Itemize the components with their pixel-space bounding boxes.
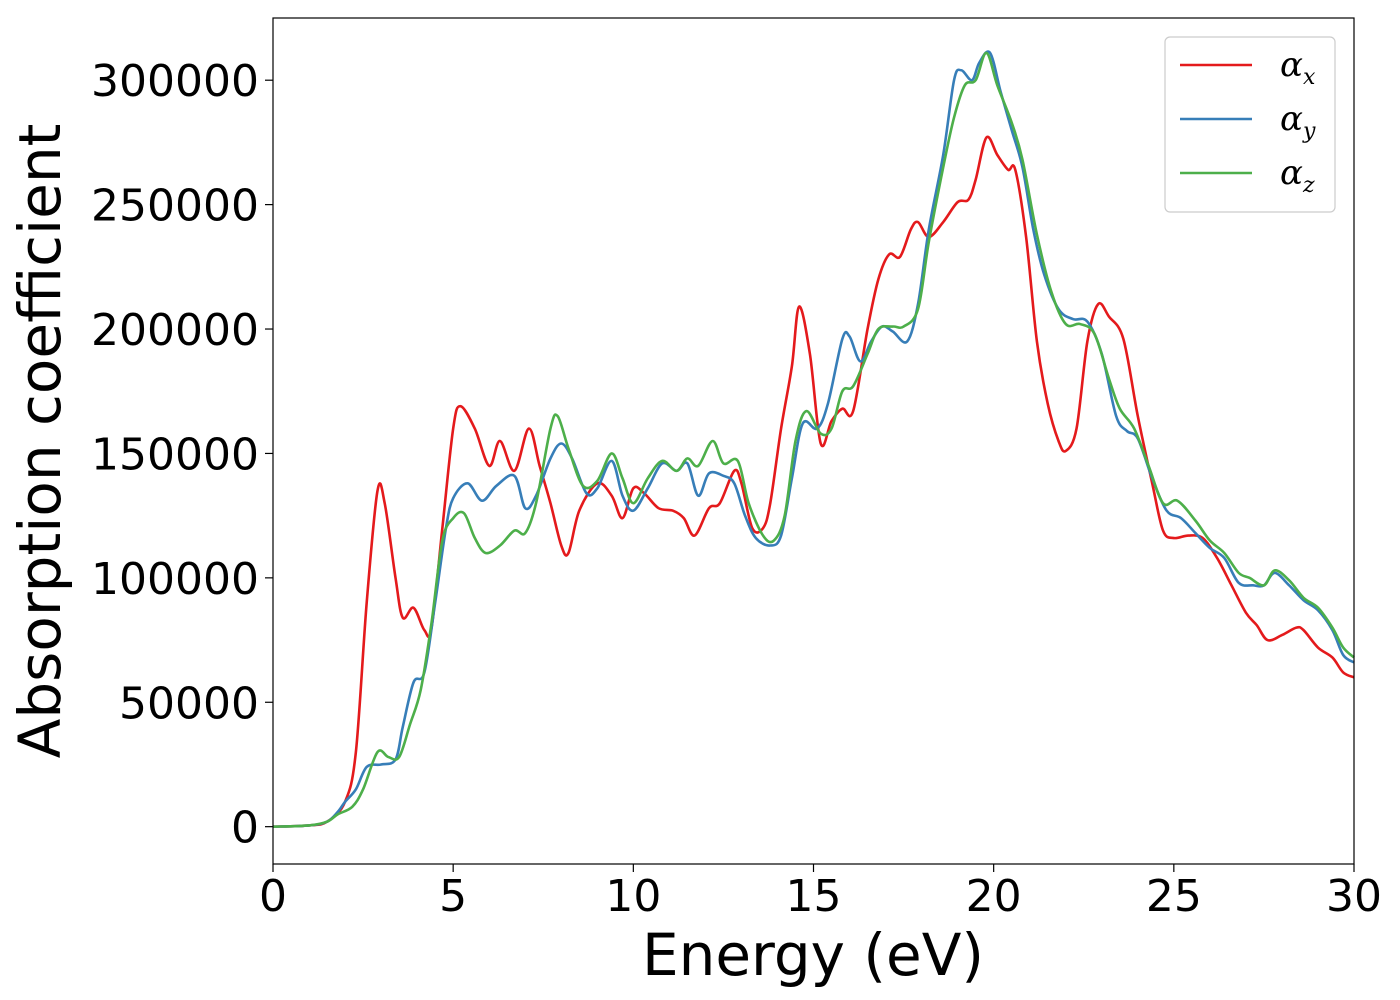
legend-label-y: αy (1280, 99, 1316, 144)
series-line-z (272, 51, 1355, 828)
x-ticks: 0 5 10 15 20 25 30 (259, 864, 1382, 922)
x-tick-label: 30 (1326, 871, 1382, 922)
legend: αx αy αz (1164, 36, 1336, 213)
series-layer (272, 50, 1355, 828)
y-ticks: 0 50000 100000 150000 200000 250000 300000 (91, 56, 273, 854)
x-tick-label: 15 (786, 871, 842, 922)
y-tick-label: 0 (231, 803, 259, 854)
x-tick-label: 10 (605, 871, 661, 922)
x-tick-label: 25 (1146, 871, 1202, 922)
y-axis-title: Absorption coefficient (6, 124, 74, 759)
x-axis-title: Energy (eV) (642, 921, 984, 989)
legend-label-z: αz (1280, 153, 1315, 198)
x-tick-label: 20 (966, 871, 1022, 922)
y-tick-label: 150000 (91, 429, 259, 480)
x-tick-label: 0 (259, 871, 287, 922)
y-tick-label: 200000 (91, 305, 259, 356)
y-tick-label: 100000 (91, 554, 259, 605)
x-tick-label: 5 (439, 871, 467, 922)
series-line-x (272, 135, 1355, 828)
y-tick-label: 300000 (91, 56, 259, 107)
legend-box (1164, 36, 1336, 213)
y-tick-label: 50000 (119, 678, 259, 729)
y-tick-label: 250000 (91, 181, 259, 232)
legend-label-x: αx (1280, 45, 1316, 90)
